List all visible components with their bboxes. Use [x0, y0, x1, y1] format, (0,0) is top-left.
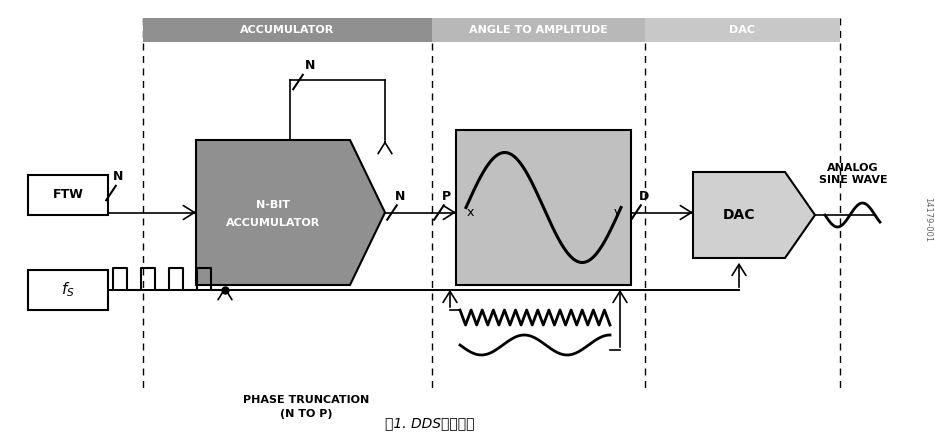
Text: ANALOG
SINE WAVE: ANALOG SINE WAVE	[819, 163, 887, 185]
Text: ACCUMULATOR: ACCUMULATOR	[240, 25, 335, 35]
Text: $f_S$: $f_S$	[61, 281, 75, 299]
Text: D: D	[639, 190, 649, 202]
Text: N: N	[305, 59, 315, 72]
Text: P: P	[442, 190, 451, 202]
Bar	[143, 18, 432, 42]
Bar	[28, 175, 108, 215]
Text: 图1. DDS功能框图: 图1. DDS功能框图	[385, 416, 475, 430]
Text: ACCUMULATOR: ACCUMULATOR	[226, 217, 320, 228]
Text: 14179-001: 14179-001	[924, 198, 932, 243]
Text: y: y	[613, 206, 621, 219]
Bar	[432, 18, 645, 42]
Text: FTW: FTW	[52, 188, 83, 202]
Text: N: N	[395, 190, 406, 202]
Bar	[28, 270, 108, 310]
Text: N-BIT: N-BIT	[256, 199, 290, 210]
Polygon shape	[693, 172, 815, 258]
Text: N: N	[113, 170, 123, 183]
Text: PHASE TRUNCATION
(N TO P): PHASE TRUNCATION (N TO P)	[243, 395, 369, 419]
Bar	[456, 130, 631, 285]
Text: ANGLE TO AMPLITUDE: ANGLE TO AMPLITUDE	[469, 25, 608, 35]
Text: x: x	[467, 206, 474, 219]
Bar	[645, 18, 840, 42]
Polygon shape	[196, 140, 385, 285]
Text: DAC: DAC	[729, 25, 755, 35]
Text: DAC: DAC	[723, 208, 755, 222]
